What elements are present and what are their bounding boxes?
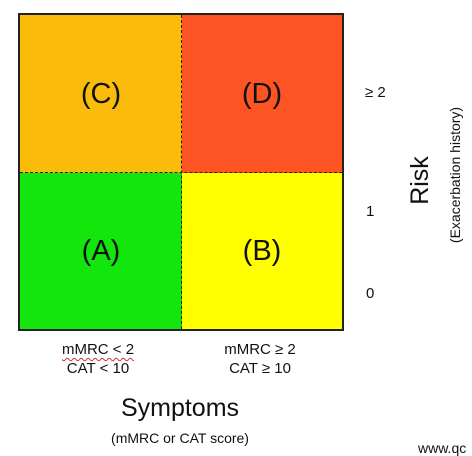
risk-tick-one: 1 [366,203,375,220]
symptoms-low-cat: CAT < 10 [66,360,130,377]
symptoms-high-category: mMRC ≥ 2 CAT ≥ 10 [200,340,320,378]
risk-tick-high: ≥ 2 [365,84,386,101]
risk-axis-title: Risk [400,150,440,210]
quadrant-b-label: (B) [242,234,282,267]
quadrant-d: (D) [182,15,342,173]
symptoms-low-mmrc: mMRC < 2 [61,341,135,358]
quadrant-c-label: (C) [80,77,122,110]
symptoms-high-mmrc: mMRC ≥ 2 [224,341,296,358]
symptoms-axis-subtitle: (mMRC or CAT score) [111,430,249,446]
quadrant-d-label: (D) [241,77,283,110]
risk-tick-zero: 0 [366,285,375,302]
symptoms-axis-title: Symptoms [120,394,240,422]
symptoms-low-category: mMRC < 2 CAT < 10 [38,340,158,378]
risk-axis-subtitle-text: (Exacerbation history) [447,106,464,244]
risk-axis-title-text: Risk [405,155,434,205]
symptoms-high-cat: CAT ≥ 10 [229,360,291,377]
quadrant-a: (A) [20,173,182,329]
quadrant-c: (C) [20,15,182,173]
horizontal-divider [20,172,342,173]
assessment-grid: (C) (D) (A) (B) [18,13,344,331]
quadrant-b: (B) [182,173,342,329]
quadrant-a-label: (A) [81,234,121,267]
risk-axis-subtitle: (Exacerbation history) [440,95,470,255]
source-credit: www.qc [418,440,467,456]
